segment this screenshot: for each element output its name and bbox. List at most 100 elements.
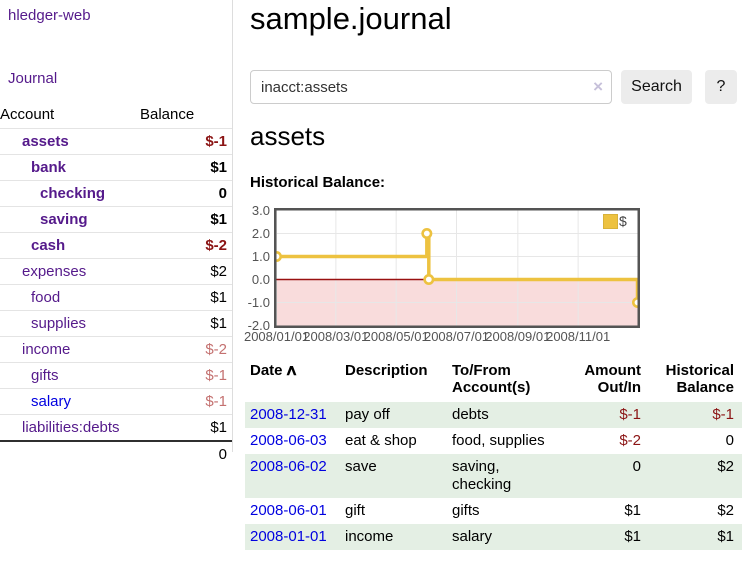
balance-column-header-register: Historical Balance [665,362,734,396]
sidebar-account-link[interactable]: checking [40,185,106,202]
search-input[interactable] [250,70,612,104]
x-axis-tick-label: 2008/03/01 [303,329,369,344]
register-row: 2008-06-03 eat & shop food, supplies $-2 0 [245,428,742,454]
balance-column-header: Balance [140,106,195,123]
accounts-table: Account Balance assets $-1 bank $1 checking 0… [0,102,232,467]
accounts-rows: assets $-1 bank $1 checking 0 saving $1 cash $-2 e… [0,128,232,442]
sidebar-account-link[interactable]: gifts [31,367,59,384]
chart-title: Historical Balance: [250,174,386,191]
account-row: food $1 [0,284,232,311]
register-rows: 2008-12-31 pay off debts $-1 $-1 2008-06-03 ea… [245,402,742,550]
balance-chart: $ 3.0 2.0 1.0 0.0 -1.0 -2.0 2008/01/01 2008/03/… [244,203,742,348]
description-column-header: Description [345,362,428,379]
account-balance: $-2 [205,237,227,254]
transaction-balance: 0 [725,432,734,449]
y-axis-tick-label: 3.0 [251,202,270,218]
search-form: × Search ? [250,70,737,104]
account-column-header: Account [0,106,55,123]
sidebar-account-link[interactable]: expenses [22,263,87,280]
accounts-total-balance: 0 [140,440,232,467]
transaction-amount: $-1 [619,406,641,423]
register-table: Date ∧ Description To/From Account(s) Amo… [245,360,742,550]
transaction-amount: $-2 [619,432,641,449]
main-content: sample.journal × Search ? assets Histori… [244,0,742,582]
x-axis-tick-label: 2008/07/01 [423,329,490,344]
row-spacer [734,498,742,524]
account-row: supplies $1 [0,310,232,337]
sidebar-account-link[interactable]: saving [40,211,88,228]
account-row: liabilities:debts $1 [0,414,232,442]
transaction-balance: $2 [717,458,734,475]
account-balance: 0 [218,185,227,202]
y-axis-tick-label: 2.0 [251,225,270,241]
account-row: income $-2 [0,336,232,363]
account-balance: $-1 [205,133,227,150]
clear-search-icon[interactable]: × [593,77,603,96]
register-row: 2008-06-02 save saving, checking 0 $2 [245,454,742,498]
x-axis-tick-label: 2008/11/01 [546,329,611,344]
x-axis-tick-label: 2008/09/01 [485,329,551,344]
account-balance: $-1 [205,393,227,410]
sidebar-account-link[interactable]: cash [31,237,66,254]
y-axis-tick-label: 0.0 [251,271,270,287]
transaction-date-link[interactable]: 2008-06-02 [250,458,327,475]
account-balance: $1 [210,419,227,436]
register-row: 2008-12-31 pay off debts $-1 $-1 [245,402,742,428]
sort-date-link[interactable]: Date ∧ [250,362,298,379]
transaction-description: gift [345,502,366,519]
legend-label: $ [619,213,627,229]
search-button[interactable]: Search [621,70,692,104]
sidebar-account-link[interactable]: assets [22,133,69,150]
account-balance: $1 [210,159,227,176]
transaction-accounts: gifts [452,502,480,519]
page-title: sample.journal [250,1,452,36]
accounts-column-header: To/From Account(s) [452,362,531,396]
transaction-date-link[interactable]: 2008-12-31 [250,406,327,423]
chart-legend: $ [603,213,627,229]
amount-column-header: Amount Out/In [584,362,641,396]
account-balance: $1 [210,289,227,306]
sidebar-account-link[interactable]: salary [31,393,72,410]
app-brand-link[interactable]: hledger-web [8,7,91,24]
accounts-total-row: 0 [0,440,232,467]
account-page-title: assets [250,121,326,151]
transaction-date-link[interactable]: 2008-06-01 [250,502,327,519]
account-balance: $-2 [205,341,227,358]
transaction-accounts: debts [452,406,489,423]
transaction-date-link[interactable]: 2008-01-01 [250,528,327,545]
sidebar-account-link[interactable]: liabilities:debts [22,419,120,436]
sort-ascending-icon: ∧ [284,362,298,379]
transaction-description: save [345,458,377,475]
help-button[interactable]: ? [705,70,737,104]
sidebar-account-link[interactable]: income [22,341,71,358]
sidebar: hledger-web Journal Account Balance asse… [0,0,233,467]
transaction-description: pay off [345,406,390,423]
account-row: assets $-1 [0,128,232,155]
sidebar-item-journal[interactable]: Journal [8,70,58,87]
sidebar-account-link[interactable]: bank [31,159,67,176]
register-header-row: Date ∧ Description To/From Account(s) Amo… [245,360,742,402]
search-box: × [250,70,612,104]
transaction-balance: $1 [717,528,734,545]
account-row: salary $-1 [0,388,232,415]
account-balance: $1 [210,315,227,332]
transaction-description: income [345,528,394,545]
y-axis-tick-label: -1.0 [247,294,270,310]
sidebar-account-link[interactable]: supplies [31,315,87,332]
date-column-header: Date ∧ [245,360,345,402]
transaction-accounts: salary [452,528,493,545]
row-spacer [734,524,742,550]
transaction-amount: $1 [624,502,641,519]
balance-chart-plot[interactable] [274,208,640,328]
transaction-accounts: saving, checking [452,458,512,493]
transaction-amount: 0 [632,458,641,475]
account-row: expenses $2 [0,258,232,285]
transaction-amount: $1 [624,528,641,545]
account-balance: $2 [210,263,227,280]
register-row: 2008-01-01 income salary $1 $1 [245,524,742,550]
account-row: gifts $-1 [0,362,232,389]
sidebar-account-link[interactable]: food [31,289,61,306]
transaction-balance: $2 [717,502,734,519]
transaction-date-link[interactable]: 2008-06-03 [250,432,327,449]
